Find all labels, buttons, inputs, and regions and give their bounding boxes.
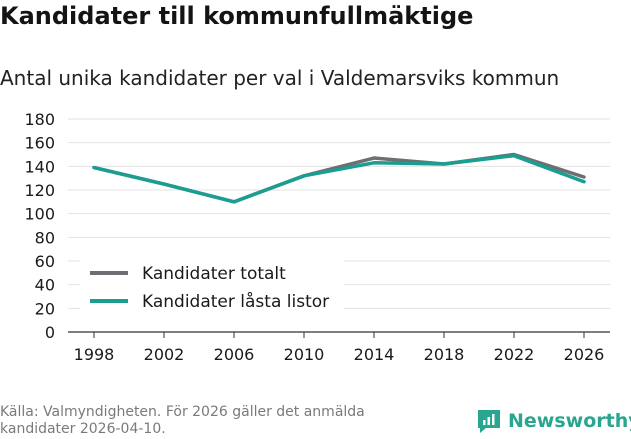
chart-title: Kandidater till kommunfullmäktige (0, 2, 474, 30)
chart-subtitle: Antal unika kandidater per val i Valdema… (0, 66, 560, 90)
y-tick-label: 100 (24, 205, 55, 224)
y-tick-label: 40 (35, 276, 55, 295)
x-tick-label: 2002 (144, 345, 185, 364)
x-tick-label: 1998 (74, 345, 115, 364)
x-tick-label: 2026 (564, 345, 605, 364)
series-lines (92, 152, 586, 204)
x-tick-label: 2018 (424, 345, 465, 364)
line-chart: 0 20 40 60 80 100 120 140 160 180 1998 2002 2006 201… (24, 110, 610, 364)
series-line-1 (92, 152, 586, 204)
y-tick-label: 0 (45, 323, 55, 342)
y-axis-ticks: 0 20 40 60 80 100 120 140 160 180 (24, 110, 55, 342)
y-tick-label: 60 (35, 252, 55, 271)
legend-label: Kandidater låsta listor (142, 291, 329, 312)
newsworthy-logo-icon (478, 410, 500, 433)
x-tick-label: 2014 (354, 345, 395, 364)
y-tick-label: 160 (24, 134, 55, 153)
y-tick-label: 180 (24, 110, 55, 129)
x-axis-ticks: 1998 2002 2006 2010 2014 2018 2022 2026 (74, 332, 605, 364)
legend-background (80, 258, 344, 320)
brand-logo: Newsworthy (476, 408, 631, 434)
source-note: Källa: Valmyndigheten. För 2026 gäller d… (0, 404, 365, 437)
legend: Kandidater totalt Kandidater låsta listor (80, 258, 344, 320)
y-tick-label: 20 (35, 299, 55, 318)
x-tick-label: 2022 (494, 345, 535, 364)
legend-label: Kandidater totalt (142, 264, 286, 284)
series-line-2 (92, 153, 586, 204)
y-tick-label: 80 (35, 228, 55, 247)
y-tick-label: 120 (24, 181, 55, 200)
y-tick-label: 140 (24, 157, 55, 176)
brand-name: Newsworthy (508, 410, 631, 432)
x-tick-label: 2010 (284, 345, 325, 364)
x-tick-label: 2006 (214, 345, 255, 364)
